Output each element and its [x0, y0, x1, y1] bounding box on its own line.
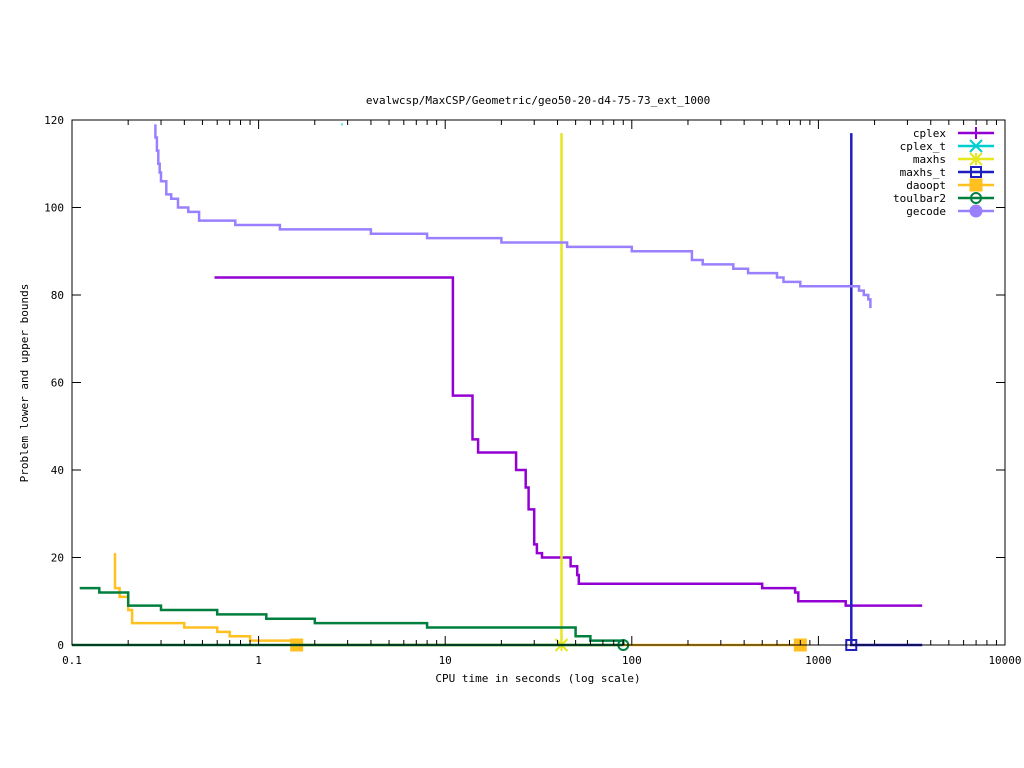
series-line-gecode — [154, 124, 872, 309]
y-tick-label: 100 — [44, 202, 64, 215]
legend-label: cplex_t — [900, 140, 946, 153]
legend-item-cplex: cplex — [913, 127, 994, 140]
y-tick-label: 0 — [57, 639, 64, 652]
series-line-toulbar2_ub — [79, 586, 625, 645]
series-gecode — [154, 124, 872, 309]
y-axis-label: Problem lower and upper bounds — [18, 284, 31, 483]
legend: cplexcplex_tmaxhsmaxhs_tdaoopttoulbar2ge… — [893, 127, 994, 218]
legend-marker — [970, 127, 982, 139]
legend-label: maxhs — [913, 153, 946, 166]
x-axis-label: CPU time in seconds (log scale) — [435, 672, 640, 685]
axes-layer: 0.1 1 10 100 1000 10000 0 20 40 60 80 100 120 — [44, 114, 1021, 667]
legend-item-daoopt: daoopt — [906, 178, 994, 192]
x-tick-label: 1 — [255, 654, 262, 667]
y-tick-label: 60 — [51, 377, 64, 390]
series-toulbar2_ub — [79, 586, 625, 645]
legend-marker — [969, 204, 983, 218]
legend-marker — [970, 166, 982, 178]
x-tick-label: 10000 — [988, 654, 1021, 667]
x-tick-label: 0.1 — [62, 654, 82, 667]
legend-item-maxhs: maxhs — [913, 152, 994, 166]
legend-label: gecode — [906, 205, 946, 218]
legend-label: cplex — [913, 127, 946, 140]
x-tick-label: 10 — [439, 654, 452, 667]
legend-label: toulbar2 — [893, 192, 946, 205]
legend-label: daoopt — [906, 179, 946, 192]
legend-marker — [969, 152, 983, 166]
legend-marker — [969, 139, 983, 153]
series-cplex — [214, 276, 923, 607]
x-tick-label: 100 — [622, 654, 642, 667]
chart-title: evalwcsp/MaxCSP/Geometric/geo50-20-d4-75… — [366, 94, 710, 107]
y-tick-label: 120 — [44, 114, 64, 127]
series-line-cplex — [214, 276, 923, 607]
legend-label: maxhs_t — [900, 166, 946, 179]
legend-marker — [969, 178, 983, 192]
legend-marker-b — [969, 139, 983, 153]
legend-marker — [970, 192, 982, 204]
legend-item-maxhs_t: maxhs_t — [900, 166, 994, 179]
legend-item-cplex_t: cplex_t — [900, 139, 994, 153]
x-tick-label: 1000 — [805, 654, 832, 667]
y-tick-label: 40 — [51, 464, 64, 477]
y-tick-label: 80 — [51, 289, 64, 302]
y-tick-label: 20 — [51, 552, 64, 565]
legend-item-toulbar2: toulbar2 — [893, 192, 994, 205]
legend-item-gecode: gecode — [906, 204, 994, 218]
